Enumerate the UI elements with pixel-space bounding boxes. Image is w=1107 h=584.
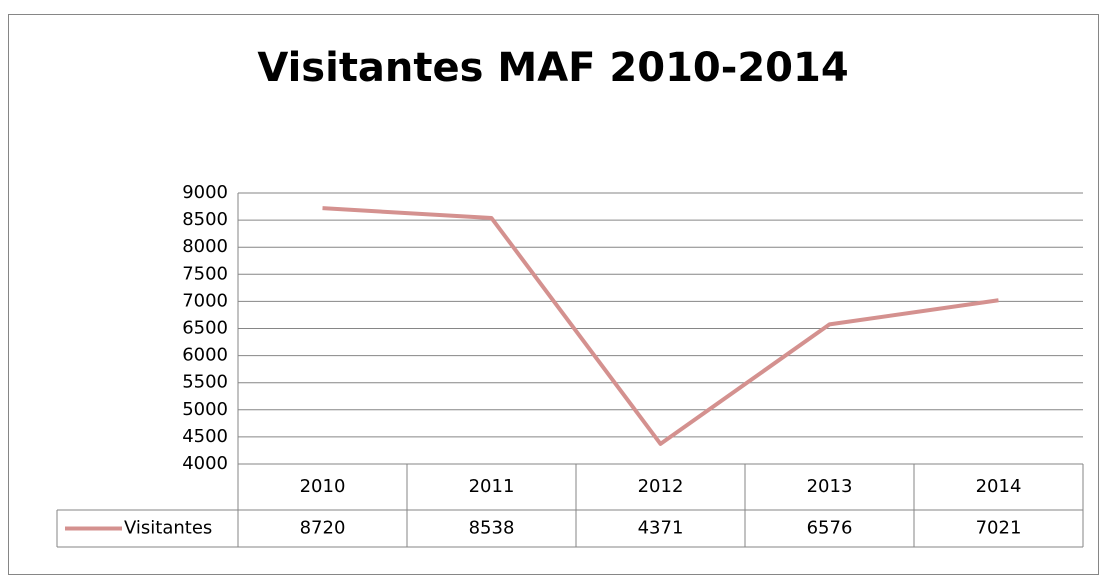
legend-label: Visitantes xyxy=(124,518,212,539)
y-tick-label: 7000 xyxy=(182,290,228,311)
x-tick-label: 2010 xyxy=(300,476,346,497)
x-tick-label: 2012 xyxy=(638,476,684,497)
table-value: 8538 xyxy=(469,518,515,539)
y-tick-label: 6500 xyxy=(182,318,228,339)
y-tick-label: 9000 xyxy=(182,182,228,203)
y-tick-label: 4500 xyxy=(182,426,228,447)
table-value: 8720 xyxy=(300,518,346,539)
table-value: 7021 xyxy=(976,518,1022,539)
y-tick-label: 8500 xyxy=(182,209,228,230)
y-tick-label: 5500 xyxy=(182,372,228,393)
y-tick-label: 6000 xyxy=(182,345,228,366)
table-value: 6576 xyxy=(807,518,853,539)
x-tick-label: 2011 xyxy=(469,476,515,497)
x-tick-label: 2014 xyxy=(976,476,1022,497)
y-tick-label: 4000 xyxy=(182,453,228,474)
y-tick-label: 5000 xyxy=(182,399,228,420)
y-tick-label: 7500 xyxy=(182,263,228,284)
chart-border xyxy=(8,14,1099,575)
y-tick-label: 8000 xyxy=(182,236,228,257)
series-line xyxy=(322,206,999,446)
x-tick-label: 2013 xyxy=(807,476,853,497)
chart-title: Visitantes MAF 2010-2014 xyxy=(257,45,848,91)
table-value: 4371 xyxy=(638,518,684,539)
